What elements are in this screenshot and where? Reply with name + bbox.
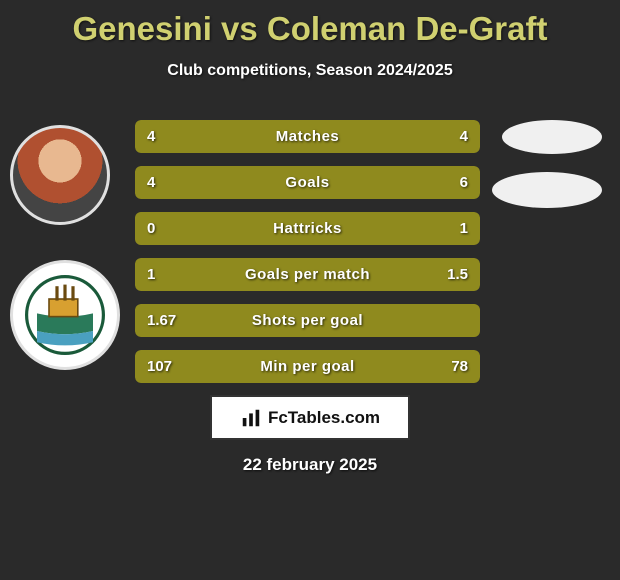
page-title: Genesini vs Coleman De-Graft [0, 0, 620, 48]
player2-avatar [502, 120, 602, 154]
player2-club-badge [492, 172, 602, 208]
stat-label: Goals per match [245, 258, 370, 291]
stat-right-value: 78 [451, 350, 468, 383]
stats-bars: 4 Matches 4 4 Goals 6 0 Hattricks 1 1 Goals per ma… [135, 120, 480, 396]
player1-avatar [10, 125, 110, 225]
bar-left-fill [135, 166, 273, 199]
stat-left-value: 1 [147, 258, 155, 291]
stat-label: Shots per goal [252, 304, 363, 337]
date-text: 22 february 2025 [0, 455, 620, 475]
stat-left-value: 4 [147, 120, 155, 153]
club-badge-icon [25, 275, 105, 355]
stat-left-value: 0 [147, 212, 155, 245]
stat-right-value: 6 [460, 166, 468, 199]
stat-row: 4 Goals 6 [135, 166, 480, 199]
stat-row: 4 Matches 4 [135, 120, 480, 153]
subtitle: Club competitions, Season 2024/2025 [0, 62, 620, 80]
stat-label: Goals [285, 166, 329, 199]
stat-right-value: 4 [460, 120, 468, 153]
player1-club-badge [10, 260, 120, 370]
stat-row: 107 Min per goal 78 [135, 350, 480, 383]
stat-row: 1 Goals per match 1.5 [135, 258, 480, 291]
stat-label: Hattricks [273, 212, 342, 245]
brand-box[interactable]: FcTables.com [210, 395, 410, 440]
stat-left-value: 1.67 [147, 304, 176, 337]
stat-right-value: 1 [460, 212, 468, 245]
stat-row: 0 Hattricks 1 [135, 212, 480, 245]
stat-label: Matches [276, 120, 340, 153]
stat-label: Min per goal [260, 350, 354, 383]
stat-left-value: 4 [147, 166, 155, 199]
stat-left-value: 107 [147, 350, 172, 383]
brand-text: FcTables.com [268, 408, 380, 428]
stat-row: 1.67 Shots per goal [135, 304, 480, 337]
stat-right-value: 1.5 [447, 258, 468, 291]
brand-logo-icon [240, 407, 262, 429]
